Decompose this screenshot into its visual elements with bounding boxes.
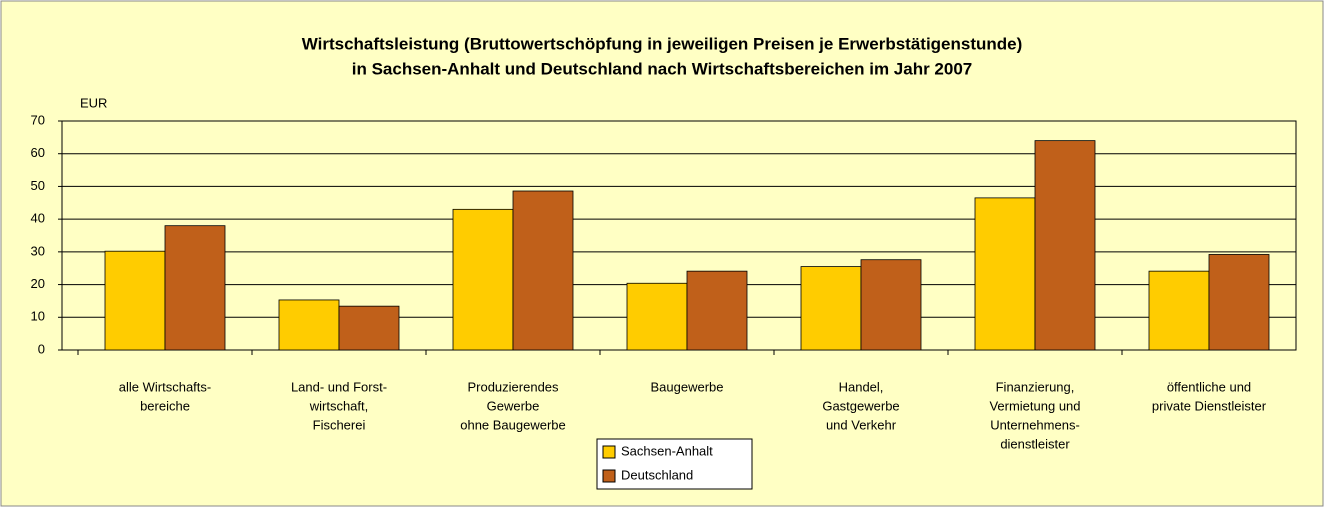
legend-swatch [602, 445, 616, 459]
bar [974, 197, 1036, 351]
legend-box [596, 438, 753, 490]
bar [164, 225, 226, 351]
y-tick-label: 60 [31, 145, 45, 160]
bar [686, 270, 748, 351]
x-tick-label: Handel, [839, 379, 884, 394]
x-tick-label: dienstleister [1000, 436, 1070, 451]
x-tick-label: öffentliche und [1167, 379, 1251, 394]
bar [338, 305, 400, 351]
bar [104, 250, 166, 351]
legend-label: Sachsen-Anhalt [621, 443, 713, 458]
x-tick-label: Baugewerbe [651, 379, 724, 394]
y-tick-label: 70 [31, 112, 45, 127]
bar [800, 266, 862, 351]
bar [278, 299, 340, 351]
y-tick-label: 10 [31, 309, 45, 324]
bar [1148, 270, 1210, 351]
chart-title: Wirtschaftsleistung (Bruttowertschöpfung… [302, 34, 1023, 53]
legend-label: Deutschland [621, 467, 693, 482]
chart-title: in Sachsen-Anhalt und Deutschland nach W… [352, 59, 973, 78]
x-tick-label: bereiche [140, 398, 190, 413]
y-tick-label: 20 [31, 276, 45, 291]
x-tick-label: Finanzierung, [996, 379, 1075, 394]
x-tick-label: Vermietung und [989, 398, 1080, 413]
x-tick-label: private Dienstleister [1152, 398, 1267, 413]
y-tick-label: 50 [31, 178, 45, 193]
x-tick-label: alle Wirtschafts- [119, 379, 211, 394]
x-tick-label: Fischerei [313, 417, 366, 432]
bar [452, 208, 514, 351]
y-tick-label: 40 [31, 211, 45, 226]
bar [860, 259, 922, 351]
y-axis-label: EUR [80, 95, 107, 110]
x-tick-label: Land- und Forst- [291, 379, 387, 394]
x-tick-label: Gastgewerbe [822, 398, 899, 413]
bar [1034, 140, 1096, 351]
x-tick-label: Gewerbe [487, 398, 540, 413]
x-tick-label: wirtschaft, [309, 398, 369, 413]
y-tick-label: 30 [31, 243, 45, 258]
x-tick-label: Unternehmens- [990, 417, 1080, 432]
legend-swatch [602, 469, 616, 483]
x-tick-label: ohne Baugewerbe [460, 417, 566, 432]
bar [1208, 254, 1270, 351]
y-tick-label: 0 [38, 341, 45, 356]
x-tick-label: und Verkehr [826, 417, 897, 432]
bar [512, 190, 574, 351]
x-tick-label: Produzierendes [467, 379, 559, 394]
bar [626, 282, 688, 351]
